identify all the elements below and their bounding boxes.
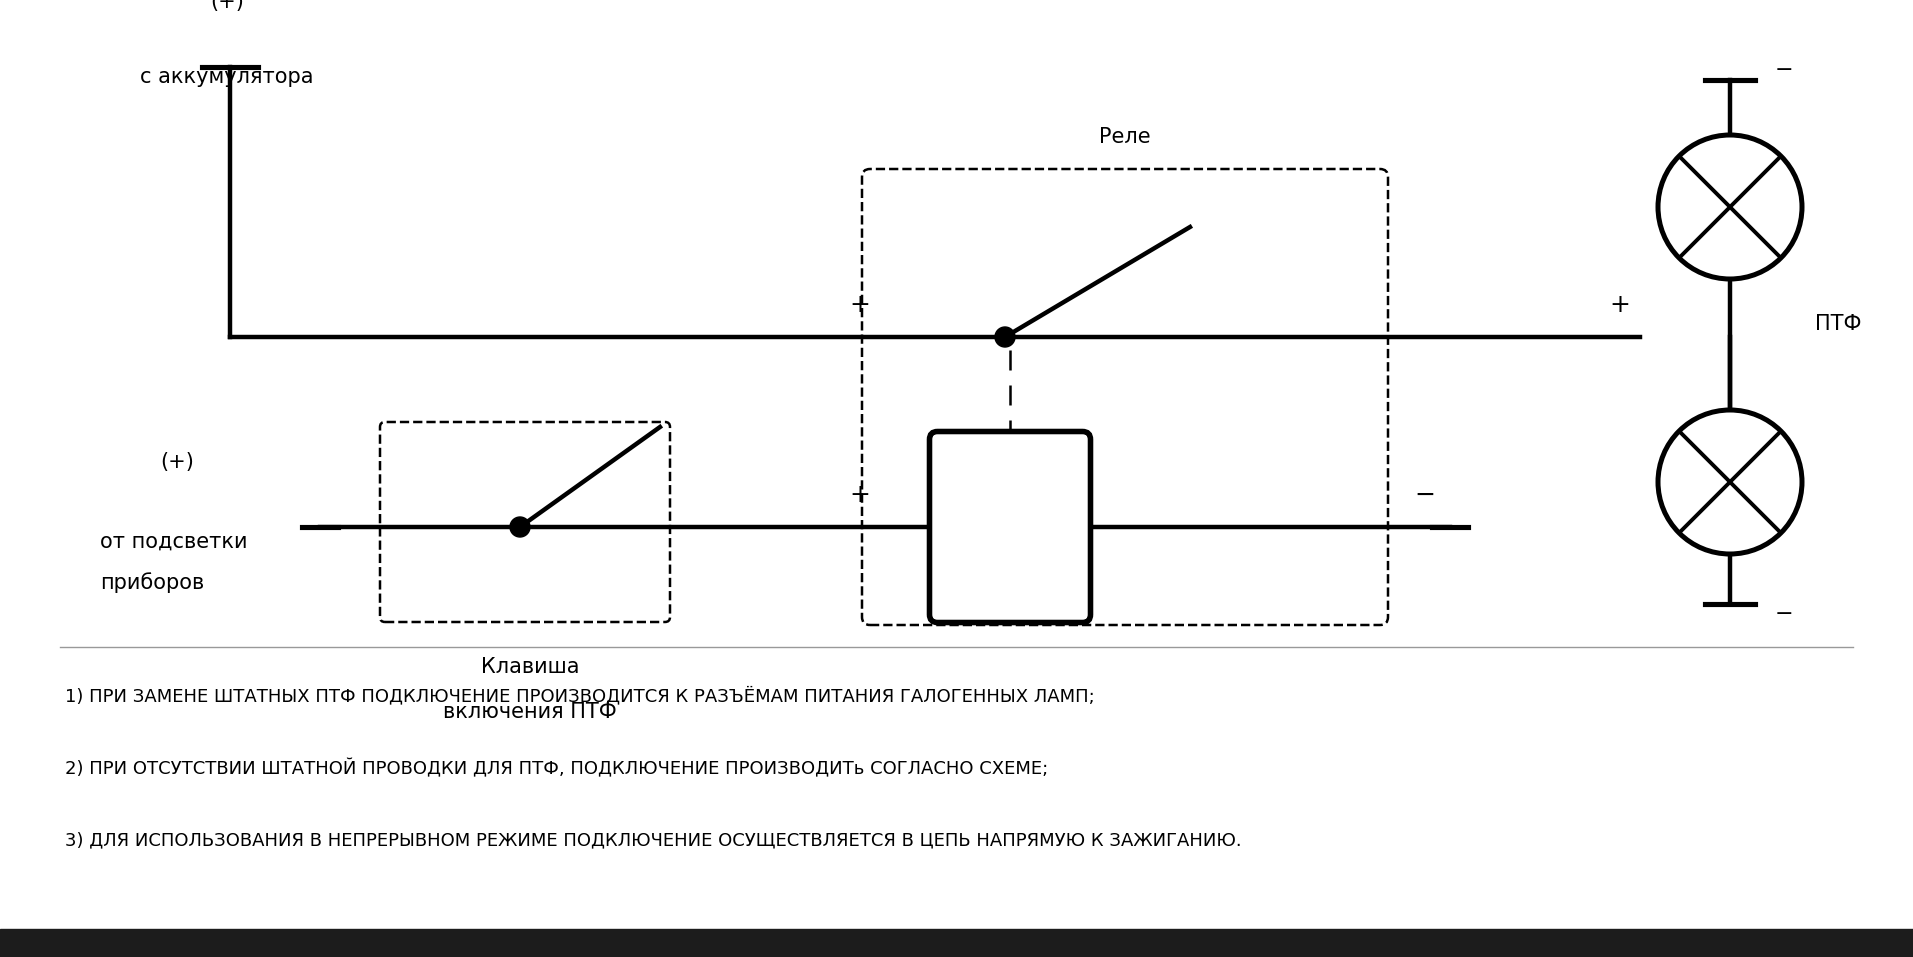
Text: (+): (+) xyxy=(210,0,243,12)
Text: Реле: Реле xyxy=(1100,127,1152,147)
Text: (+): (+) xyxy=(161,452,193,472)
Circle shape xyxy=(995,327,1016,347)
Text: ПТФ: ПТФ xyxy=(1815,315,1861,335)
Text: +: + xyxy=(849,483,870,507)
Text: +: + xyxy=(849,293,870,317)
Bar xyxy=(0,929,1913,957)
Text: −: − xyxy=(1775,60,1794,80)
Text: Клавиша: Клавиша xyxy=(480,657,580,677)
Text: −: − xyxy=(1414,483,1435,507)
Text: 3) ДЛЯ ИСПОЛЬЗОВАНИЯ В НЕПРЕРЫВНОМ РЕЖИМЕ ПОДКЛЮЧЕНИЕ ОСУЩЕСТВЛЯЕТСЯ В ЦЕПЬ НАПР: 3) ДЛЯ ИСПОЛЬЗОВАНИЯ В НЕПРЕРЫВНОМ РЕЖИМ… xyxy=(65,831,1242,849)
Text: +: + xyxy=(1609,293,1630,317)
Ellipse shape xyxy=(1659,135,1802,279)
FancyBboxPatch shape xyxy=(930,432,1090,622)
Text: приборов: приборов xyxy=(99,572,205,592)
Text: 2) ПРИ ОТСУТСТВИИ ШТАТНОЙ ПРОВОДКИ ДЛЯ ПТФ, ПОДКЛЮЧЕНИЕ ПРОИЗВОДИТь СОГЛАСНО СХЕ: 2) ПРИ ОТСУТСТВИИ ШТАТНОЙ ПРОВОДКИ ДЛЯ П… xyxy=(65,759,1048,778)
Circle shape xyxy=(511,517,530,537)
Text: от подсветки: от подсветки xyxy=(99,532,247,552)
Text: включения ПТФ: включения ПТФ xyxy=(444,702,616,722)
Text: 1) ПРИ ЗАМЕНЕ ШТАТНЫХ ПТФ ПОДКЛЮЧЕНИЕ ПРОИЗВОДИТСЯ К РАЗЪЁМАМ ПИТАНИЯ ГАЛОГЕННЫХ: 1) ПРИ ЗАМЕНЕ ШТАТНЫХ ПТФ ПОДКЛЮЧЕНИЕ ПР… xyxy=(65,687,1094,705)
Text: с аккумулятора: с аккумулятора xyxy=(140,67,314,87)
Ellipse shape xyxy=(1659,410,1802,554)
Text: −: − xyxy=(1775,604,1794,624)
